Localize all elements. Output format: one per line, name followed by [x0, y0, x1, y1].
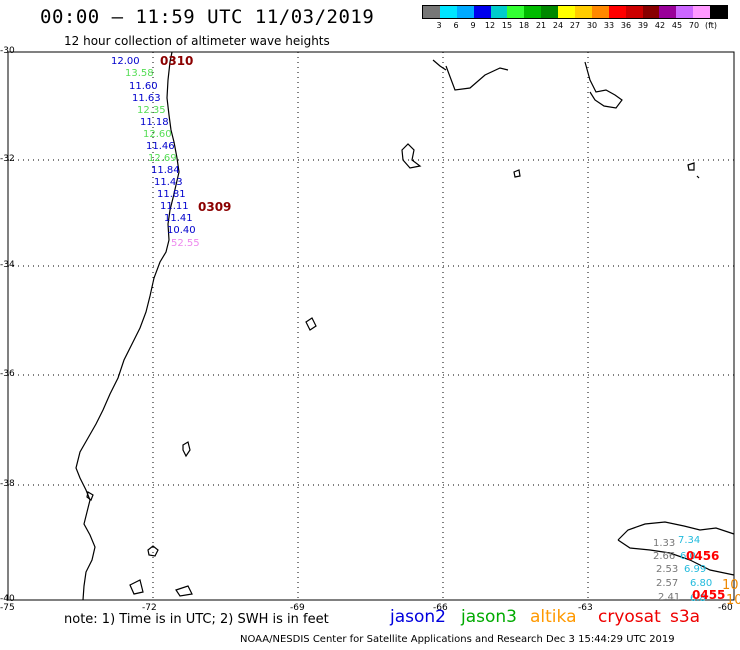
- scale-swatch: [710, 6, 728, 18]
- wave-height-label: 2.57: [656, 578, 679, 589]
- wave-height-label: 11.63: [132, 93, 161, 104]
- wave-height-label: 11.11: [160, 201, 189, 212]
- pass-time-label: 0310: [160, 54, 194, 68]
- scale-label: 42: [654, 21, 666, 30]
- latitude-label: -34: [0, 260, 15, 270]
- scale-label: 18: [518, 21, 530, 30]
- coastline: [75, 51, 735, 601]
- scale-swatch: [439, 6, 457, 18]
- wave-height-label: 10.40: [167, 225, 196, 236]
- scale-label: 3: [436, 21, 442, 30]
- color-scale-bar: [422, 5, 728, 19]
- scale-label: 45: [671, 21, 683, 30]
- scale-swatch: [423, 6, 440, 18]
- latitude-label: -38: [0, 479, 15, 489]
- scale-swatch: [591, 6, 609, 18]
- wave-height-label: 11.41: [164, 213, 193, 224]
- wave-height-label: 2.53: [656, 564, 679, 575]
- wave-height-label: 1.33: [653, 538, 676, 549]
- wave-height-label: 12.35: [137, 105, 166, 116]
- scale-swatch: [541, 6, 559, 18]
- map-subtitle: 12 hour collection of altimeter wave hei…: [64, 34, 330, 48]
- scale-label: 15: [501, 21, 513, 30]
- scale-swatch: [693, 6, 711, 18]
- wave-height-label: 11.43: [154, 177, 183, 188]
- scale-label: 27: [569, 21, 581, 30]
- wave-height-label: 12.60: [143, 129, 172, 140]
- wave-height-label: 11.60: [129, 81, 158, 92]
- map-frame: [7, 51, 735, 601]
- satellite-legend-item: jason2: [390, 607, 446, 627]
- scale-swatch: [524, 6, 542, 18]
- scale-label: 39: [637, 21, 649, 30]
- pass-time-label: 0455: [692, 588, 726, 602]
- pass-time-label: 0456: [686, 549, 720, 563]
- map-title: 00:00 – 11:59 UTC 11/03/2019: [40, 6, 375, 28]
- scale-swatch: [575, 6, 592, 18]
- scale-swatch: [490, 6, 508, 18]
- footer-note: note: 1) Time is in UTC; 2) SWH is in fe…: [64, 612, 329, 627]
- scale-swatch: [456, 6, 474, 18]
- wave-height-label: 12.00: [111, 56, 140, 67]
- scale-label: 30: [586, 21, 598, 30]
- scale-swatch: [473, 6, 491, 18]
- latitude-label: -40: [0, 594, 15, 604]
- wave-height-label: 6.99: [684, 564, 707, 575]
- scale-label: 70: [688, 21, 700, 30]
- longitude-label: -69: [290, 603, 305, 613]
- satellite-legend-item: cryosat: [598, 607, 661, 627]
- scale-label: 24: [552, 21, 564, 30]
- scale-swatch: [608, 6, 626, 18]
- wave-height-label: 52.55: [171, 238, 200, 249]
- longitude-label: -72: [142, 603, 157, 613]
- wave-height-label: 7.34: [678, 535, 701, 546]
- satellite-legend-item: jason3: [461, 607, 517, 627]
- wave-height-label: 11.81: [157, 189, 186, 200]
- latitude-label: -36: [0, 369, 15, 379]
- footer-credit: NOAA/NESDIS Center for Satellite Applica…: [240, 634, 675, 645]
- scale-label: 12: [484, 21, 496, 30]
- satellite-legend-item: s3a: [670, 607, 701, 627]
- longitude-label: -63: [578, 603, 593, 613]
- color-scale-legend: 3 6 9 12 15 18 21 24 27 30 33 36 39 42 45 70 (ft): [422, 5, 728, 31]
- scale-label: 33: [603, 21, 615, 30]
- wave-height-label: 6.8: [690, 593, 706, 604]
- scale-label: 9: [470, 21, 476, 30]
- wave-height-label: 10: [726, 593, 740, 608]
- scale-swatch: [642, 6, 660, 18]
- longitude-label: -75: [0, 603, 15, 613]
- wave-height-label: 6.80: [690, 578, 713, 589]
- wave-height-label: 10: [722, 578, 739, 593]
- latitude-label: -30: [0, 46, 15, 56]
- scale-label: (ft): [704, 21, 718, 30]
- scale-swatch: [676, 6, 694, 18]
- satellite-legend-item: altika: [530, 607, 577, 627]
- wave-height-label: 11.46: [146, 141, 175, 152]
- wave-height-label: 6.0: [680, 551, 696, 562]
- scale-swatch: [507, 6, 525, 18]
- wave-height-label: 11.84: [151, 165, 180, 176]
- latitude-label: -32: [0, 154, 15, 164]
- graticule: [8, 52, 734, 600]
- wave-height-label: 2.41: [658, 592, 681, 603]
- color-scale-labels: 3 6 9 12 15 18 21 24 27 30 33 36 39 42 45 70 (ft): [422, 19, 728, 31]
- wave-height-label: 2.66: [653, 551, 676, 562]
- longitude-label: -66: [433, 603, 448, 613]
- scale-swatch: [659, 6, 677, 18]
- longitude-label: -60: [718, 603, 733, 613]
- wave-height-label: 13.58: [125, 68, 154, 79]
- scale-swatch: [625, 6, 643, 18]
- wave-height-label: 11.18: [140, 117, 169, 128]
- pass-time-label: 0309: [198, 200, 232, 214]
- scale-label: 36: [620, 21, 632, 30]
- wave-height-label: 12.69: [148, 153, 177, 164]
- scale-swatch: [558, 6, 576, 18]
- scale-label: 21: [535, 21, 547, 30]
- scale-label: 6: [453, 21, 459, 30]
